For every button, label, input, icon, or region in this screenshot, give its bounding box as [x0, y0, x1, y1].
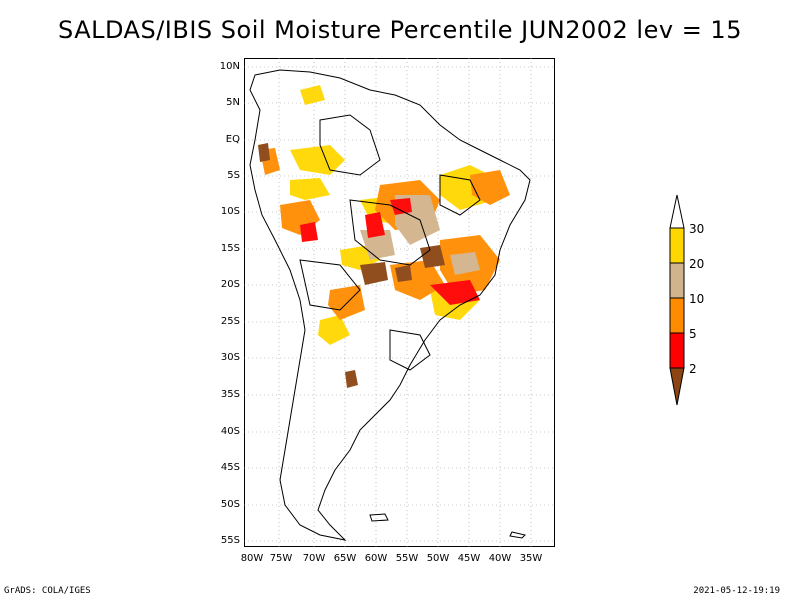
- colorbar-label-2: 2: [689, 362, 697, 376]
- map-frame: [244, 58, 555, 547]
- lon-label-45w: 45W: [457, 553, 481, 564]
- lon-label-65w: 65W: [333, 553, 357, 564]
- lon-label-70w: 70W: [302, 553, 326, 564]
- lat-label-5s: 5S: [227, 170, 240, 181]
- coastline-borders: [249, 69, 531, 541]
- lon-label-60w: 60W: [364, 553, 388, 564]
- lon-label-40w: 40W: [488, 553, 512, 564]
- percentile-shading: [258, 85, 510, 388]
- lat-label-10n: 10N: [219, 61, 240, 72]
- lon-label-55w: 55W: [395, 553, 419, 564]
- grid-lines: [244, 58, 555, 547]
- lat-label-40s: 40S: [220, 426, 240, 437]
- lat-label-15s: 15S: [220, 243, 240, 254]
- lat-label-10s: 10S: [220, 206, 240, 217]
- lat-label-55s: 55S: [220, 535, 240, 546]
- lat-label-45s: 45S: [220, 462, 240, 473]
- colorbar-label-20: 20: [689, 257, 705, 271]
- lat-label-50s: 50S: [220, 499, 240, 510]
- lon-label-35w: 35W: [519, 553, 543, 564]
- lat-label-20s: 20S: [220, 279, 240, 290]
- lat-label-25s: 25S: [220, 316, 240, 327]
- lat-label-eq: EQ: [225, 134, 240, 145]
- map-title: SALDAS/IBIS Soil Moisture Percentile JUN…: [58, 16, 742, 44]
- lat-label-30s: 30S: [220, 352, 240, 363]
- lat-label-5n: 5N: [226, 97, 240, 108]
- lon-label-50w: 50W: [426, 553, 450, 564]
- colorbar-label-10: 10: [689, 292, 705, 306]
- lat-label-35s: 35S: [220, 389, 240, 400]
- lon-label-80w: 80W: [240, 553, 264, 564]
- footer-credit: GrADS: COLA/IGES: [4, 586, 91, 596]
- colorbar-label-30: 30: [689, 222, 705, 236]
- lon-label-75w: 75W: [269, 553, 293, 564]
- colorbar: [669, 194, 685, 406]
- colorbar-label-5: 5: [689, 327, 697, 341]
- footer-timestamp: 2021-05-12-19:19: [693, 586, 780, 596]
